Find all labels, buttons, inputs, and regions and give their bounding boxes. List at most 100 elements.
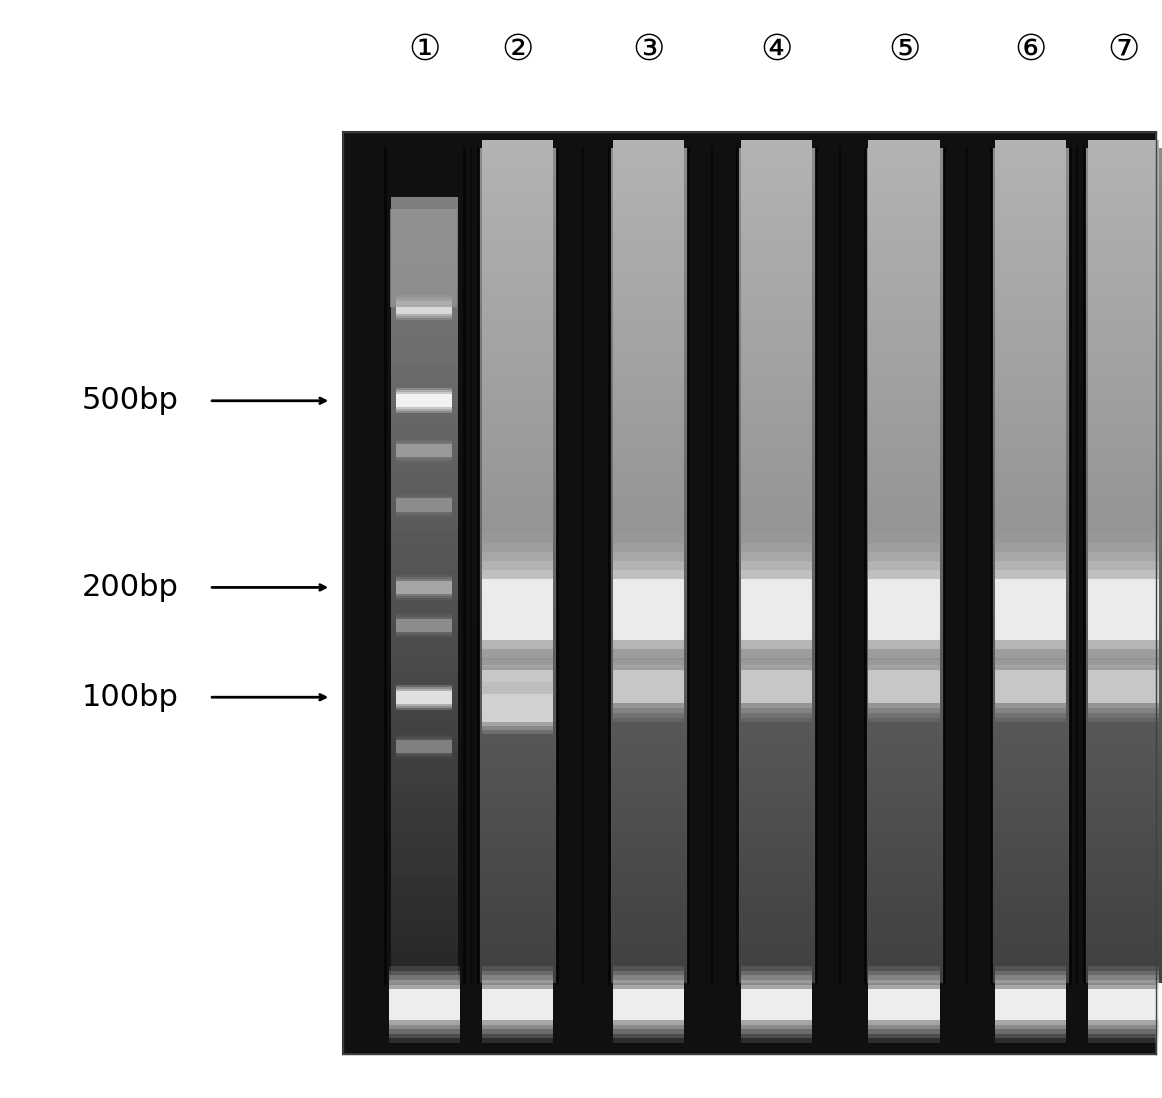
- Bar: [740, 570, 812, 649]
- Bar: [390, 933, 458, 943]
- Bar: [478, 148, 557, 158]
- Bar: [995, 305, 1067, 313]
- Bar: [612, 346, 684, 354]
- Bar: [390, 365, 458, 374]
- Bar: [1088, 494, 1160, 503]
- Bar: [740, 404, 812, 412]
- Bar: [612, 670, 684, 703]
- Bar: [995, 453, 1067, 461]
- Bar: [1088, 379, 1160, 388]
- Bar: [740, 395, 812, 404]
- Bar: [995, 981, 1067, 1029]
- Bar: [612, 461, 684, 470]
- Bar: [612, 289, 684, 296]
- Bar: [740, 478, 812, 485]
- Bar: [737, 325, 816, 336]
- Bar: [1084, 753, 1162, 764]
- Bar: [609, 888, 688, 899]
- Bar: [991, 554, 1070, 565]
- Bar: [612, 412, 684, 421]
- Bar: [390, 590, 458, 600]
- Bar: [991, 680, 1070, 691]
- Bar: [737, 554, 816, 565]
- Bar: [609, 221, 688, 232]
- Bar: [868, 494, 940, 503]
- Bar: [390, 649, 458, 659]
- Bar: [868, 453, 940, 461]
- Bar: [390, 619, 458, 629]
- Bar: [737, 721, 816, 732]
- Bar: [609, 774, 688, 784]
- Bar: [868, 534, 940, 685]
- Bar: [609, 179, 688, 190]
- Bar: [995, 379, 1067, 388]
- Bar: [478, 920, 557, 931]
- Bar: [865, 242, 944, 253]
- Bar: [737, 858, 816, 867]
- Bar: [478, 471, 557, 482]
- Bar: [396, 494, 452, 516]
- Bar: [740, 568, 812, 576]
- Bar: [865, 190, 944, 200]
- Bar: [609, 294, 688, 304]
- Bar: [868, 511, 940, 518]
- Bar: [740, 602, 812, 609]
- Bar: [478, 408, 557, 419]
- Bar: [390, 953, 458, 963]
- Bar: [609, 450, 688, 461]
- Bar: [390, 826, 458, 836]
- Bar: [991, 221, 1070, 232]
- Bar: [1084, 492, 1162, 503]
- Bar: [390, 512, 458, 522]
- Bar: [1088, 371, 1160, 379]
- Bar: [737, 148, 816, 158]
- Bar: [612, 198, 684, 206]
- Bar: [1088, 322, 1160, 329]
- Bar: [478, 586, 557, 597]
- Bar: [991, 148, 1070, 158]
- Bar: [481, 338, 553, 346]
- Bar: [865, 179, 944, 190]
- Bar: [865, 367, 944, 378]
- Bar: [1088, 536, 1160, 544]
- Bar: [1084, 878, 1162, 889]
- Bar: [609, 784, 688, 795]
- Bar: [865, 607, 944, 617]
- Bar: [991, 930, 1070, 941]
- Bar: [481, 231, 553, 239]
- Bar: [396, 498, 452, 512]
- Bar: [1088, 412, 1160, 421]
- Bar: [740, 654, 812, 718]
- Bar: [991, 357, 1070, 367]
- Bar: [991, 399, 1070, 410]
- Bar: [1084, 315, 1162, 325]
- Bar: [1088, 404, 1160, 412]
- Bar: [995, 580, 1067, 639]
- Bar: [612, 445, 684, 452]
- Bar: [612, 313, 684, 321]
- Bar: [868, 570, 940, 649]
- Bar: [390, 806, 458, 816]
- Bar: [737, 659, 816, 670]
- Bar: [1088, 354, 1160, 362]
- Bar: [478, 492, 557, 503]
- Bar: [740, 181, 812, 189]
- Bar: [390, 639, 458, 649]
- Bar: [612, 157, 684, 165]
- Bar: [609, 461, 688, 472]
- Bar: [740, 305, 812, 313]
- Bar: [609, 419, 688, 430]
- Bar: [740, 256, 812, 264]
- Bar: [868, 660, 940, 713]
- Bar: [737, 742, 816, 753]
- Text: 200bp: 200bp: [81, 573, 178, 602]
- Bar: [865, 461, 944, 472]
- Bar: [737, 545, 816, 556]
- Bar: [1084, 784, 1162, 795]
- Bar: [390, 209, 458, 307]
- Bar: [609, 565, 688, 576]
- Bar: [865, 399, 944, 410]
- Bar: [737, 242, 816, 253]
- Bar: [478, 867, 557, 878]
- Bar: [865, 554, 944, 565]
